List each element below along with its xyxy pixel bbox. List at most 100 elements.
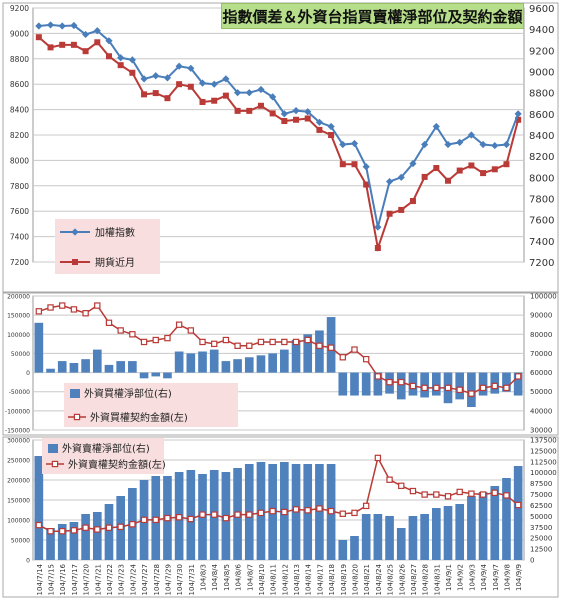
y-tick-label-right: 37500 <box>530 524 552 532</box>
bar <box>69 363 79 373</box>
bar <box>303 334 313 373</box>
bar <box>174 351 184 373</box>
series-marker-amount <box>199 338 206 346</box>
series-marker-amount <box>129 331 136 338</box>
x-tick-label: 104/8/6 <box>235 563 243 591</box>
series-marker-amount <box>257 338 265 346</box>
series-marker-amount <box>35 521 43 529</box>
y-tick-label-right: 70000 <box>530 350 552 358</box>
x-tick-label: 104/9/9 <box>515 564 523 591</box>
series-marker-amount <box>327 344 335 351</box>
x-tick-label: 104/7/28 <box>153 564 161 595</box>
series-marker-futures <box>491 166 498 173</box>
series-marker-amount <box>222 336 230 344</box>
bar <box>69 522 79 560</box>
series-marker-amount <box>292 506 300 513</box>
series-marker-amount <box>456 488 463 496</box>
bar <box>420 514 429 560</box>
bar <box>385 516 394 560</box>
series-marker-futures <box>94 39 101 46</box>
series-marker-futures <box>281 118 288 125</box>
series-marker-futures <box>105 53 112 60</box>
bar <box>92 512 102 560</box>
series-marker-amount <box>175 514 183 521</box>
y-tick-label-left: -50000 <box>9 389 30 396</box>
y-tick-label-left: 0 <box>26 558 30 565</box>
y-tick-label-right: 137500 <box>530 437 557 445</box>
bar <box>455 504 465 560</box>
bar <box>431 508 441 560</box>
series-marker-index <box>46 21 55 29</box>
x-tick-label: 104/7/29 <box>164 564 172 595</box>
series-marker-futures <box>374 245 381 252</box>
series-marker-futures <box>456 167 463 174</box>
series-marker-index <box>432 122 440 131</box>
series-marker-index <box>502 140 511 149</box>
series-marker-amount <box>269 338 276 346</box>
x-tick-label: 104/7/20 <box>83 564 91 595</box>
series-line-index <box>38 23 520 228</box>
y-tick-label-right: 100000 <box>530 293 557 301</box>
series-marker-amount <box>70 527 78 534</box>
bar <box>408 516 418 560</box>
x-tick-label: 104/8/26 <box>398 563 406 595</box>
series-marker-amount <box>444 493 452 500</box>
legend-label-line: 外資買權契約金額(左) <box>90 411 188 424</box>
series-marker-futures <box>141 91 148 98</box>
legend-label-bar: 外資賣權淨部位(右) <box>62 442 150 455</box>
series-marker-amount <box>421 491 428 498</box>
series-marker-futures <box>59 41 66 48</box>
series-marker-amount <box>140 516 148 524</box>
bar <box>315 464 324 560</box>
y-tick-label-left: 100000 <box>7 332 30 339</box>
series-marker-futures <box>445 177 452 184</box>
y-tick-label-right: 7600 <box>529 216 554 227</box>
y-tick-label-left: 9000 <box>10 29 29 38</box>
x-tick-label: 104/7/16 <box>59 563 67 595</box>
series-marker-index <box>491 141 499 150</box>
y-tick-label-right: 7800 <box>529 195 554 206</box>
bar <box>431 372 441 396</box>
bar <box>315 330 324 373</box>
series-marker-amount <box>304 507 311 514</box>
y-tick-label-left: 300000 <box>7 438 30 445</box>
x-tick-label: 104/7/17 <box>71 564 79 595</box>
x-tick-label: 104/8/10 <box>258 564 266 595</box>
y-tick-label-left: 150000 <box>7 498 30 505</box>
x-tick-label: 104/8/17 <box>316 564 324 595</box>
y-tick-label-right: 80000 <box>530 331 552 339</box>
bar <box>373 514 383 560</box>
series-marker-futures <box>503 161 510 168</box>
series-marker-futures <box>293 116 300 123</box>
x-tick-label: 104/8/20 <box>351 564 359 595</box>
x-tick-label: 104/9/4 <box>480 563 488 591</box>
series-marker-futures <box>47 44 54 51</box>
series-marker-futures <box>82 48 89 55</box>
series-marker-amount <box>491 382 498 390</box>
bar <box>198 351 207 373</box>
bar <box>373 372 383 396</box>
legend-label-line: 外資賣權契約金額(左) <box>68 458 166 471</box>
series-marker-index <box>222 75 230 83</box>
series-marker-amount <box>152 336 159 344</box>
bar <box>478 492 488 560</box>
series-marker-amount <box>444 384 452 392</box>
series-marker-index <box>163 74 172 82</box>
bar <box>291 340 301 373</box>
legend-swatch-line-marker <box>51 460 59 468</box>
bar <box>490 486 500 560</box>
series-marker-amount <box>199 511 206 518</box>
bar <box>57 361 67 373</box>
series-marker-index <box>70 21 78 30</box>
x-tick-label: 104/9/3 <box>468 564 476 591</box>
series-marker-amount <box>503 384 510 392</box>
x-tick-label: 104/8/5 <box>223 564 231 591</box>
series-marker-amount <box>35 308 43 315</box>
series-marker-amount <box>386 476 393 483</box>
series-marker-futures <box>70 41 77 48</box>
series-marker-amount <box>409 382 417 390</box>
x-tick-label: 104/9/2 <box>457 564 465 591</box>
y-tick-label-left: 8800 <box>10 55 29 64</box>
y-tick-label-left: 250000 <box>7 458 30 465</box>
